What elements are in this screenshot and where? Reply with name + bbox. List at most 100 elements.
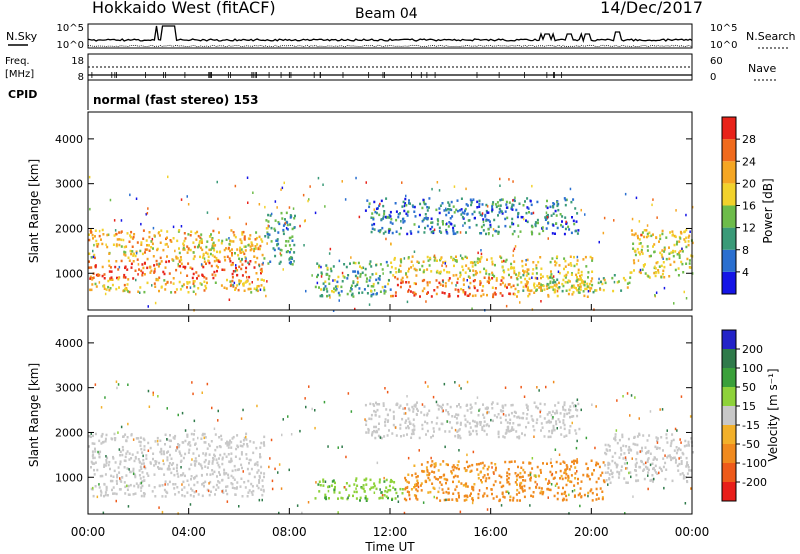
echo-cell — [421, 206, 424, 210]
echo-cell — [611, 475, 614, 479]
echo-cell — [468, 276, 471, 279]
echo-cell — [639, 253, 641, 256]
scatter-cell — [517, 215, 519, 218]
echo-cell — [258, 247, 261, 251]
echo-cell — [417, 261, 420, 264]
echo-cell — [637, 236, 639, 240]
scatter-cell — [477, 251, 479, 255]
echo-cell — [192, 280, 195, 283]
echo-cell — [468, 430, 471, 434]
echo-cell — [505, 206, 508, 209]
echo-cell — [241, 263, 244, 266]
echo-cell — [242, 282, 245, 285]
scatter-cell — [503, 259, 505, 263]
echo-cell — [286, 221, 289, 224]
echo-cell — [474, 279, 476, 282]
time-x-axis: 00:00 04:00 08:00 12:00 16:00 20:00 00:00 — [71, 304, 709, 539]
echo-cell — [377, 428, 380, 431]
scatter-cell — [104, 396, 106, 399]
echo-cell — [263, 441, 265, 444]
echo-cell — [141, 451, 144, 454]
echo-cell — [384, 230, 387, 234]
echo-cell — [432, 231, 435, 235]
echo-cell — [551, 257, 554, 260]
echo-cell — [334, 285, 337, 288]
scatter-cell — [266, 280, 268, 283]
echo-cell — [250, 467, 253, 471]
echo-cell — [572, 459, 575, 463]
scatter-cell — [680, 395, 683, 398]
echo-cell — [478, 205, 481, 208]
echo-cell — [513, 198, 516, 202]
echo-cell — [605, 479, 608, 482]
scatter-cell — [458, 384, 461, 387]
echo-cell — [577, 291, 580, 294]
echo-cell — [203, 485, 205, 488]
scatter-cell — [282, 268, 284, 271]
echo-cell — [670, 442, 673, 445]
echo-cell — [557, 486, 560, 489]
echo-cell — [318, 480, 321, 483]
scatter-cell — [324, 205, 326, 208]
scatter-cell — [266, 242, 268, 245]
echo-cell — [570, 415, 573, 418]
echo-cell — [513, 269, 516, 272]
echo-cell — [241, 445, 244, 448]
echo-cell — [394, 291, 397, 294]
scatter-cell — [309, 185, 311, 188]
echo-cell — [505, 428, 508, 432]
echo-cell — [320, 271, 323, 274]
echo-cell — [464, 255, 467, 259]
echo-cell — [184, 439, 187, 443]
echo-cell — [582, 473, 585, 477]
echo-cell — [657, 271, 660, 274]
echo-cell — [205, 277, 208, 280]
scatter-cell — [156, 439, 159, 443]
echo-cell — [183, 239, 186, 243]
echo-cell — [652, 458, 655, 461]
echo-cell — [101, 474, 104, 478]
echo-cell — [206, 281, 208, 285]
echo-cell — [112, 486, 115, 489]
echo-cell — [516, 277, 519, 281]
echo-cell — [567, 475, 570, 479]
echo-cell — [395, 403, 398, 406]
echo-cell — [523, 271, 526, 274]
echo-cell — [462, 268, 465, 272]
scatter-cell — [536, 483, 538, 486]
echo-cell — [485, 272, 488, 275]
scatter-cell — [177, 263, 179, 266]
scatter-cell — [154, 301, 157, 305]
echo-cell — [423, 470, 426, 473]
echo-cell — [367, 284, 370, 288]
scatter-cell — [626, 392, 629, 395]
echo-cell — [218, 465, 221, 469]
echo-cell — [530, 414, 533, 418]
scatter-cell — [573, 489, 576, 492]
echo-cell — [557, 401, 560, 404]
echo-cell — [217, 239, 220, 242]
scatter-cell — [603, 216, 606, 220]
echo-cell — [337, 291, 340, 295]
echo-cell — [501, 260, 504, 263]
echo-cell — [608, 445, 611, 448]
echo-cell — [388, 279, 390, 282]
echo-cell — [426, 206, 429, 209]
echo-cell — [553, 428, 556, 432]
echo-cell — [147, 474, 150, 477]
scatter-cell — [191, 458, 193, 461]
echo-cell — [445, 463, 448, 466]
scatter-cell — [192, 392, 194, 396]
echo-cell — [197, 274, 200, 278]
echo-cell — [386, 420, 389, 423]
echo-cell — [261, 479, 264, 482]
echo-cell — [442, 284, 444, 287]
echo-cell — [448, 293, 451, 296]
echo-cell — [200, 437, 203, 440]
echo-cell — [293, 251, 296, 254]
echo-cell — [238, 265, 241, 269]
echo-cell — [131, 453, 134, 456]
echo-cell — [198, 241, 201, 245]
echo-cell — [556, 278, 559, 281]
echo-cell — [497, 432, 500, 436]
